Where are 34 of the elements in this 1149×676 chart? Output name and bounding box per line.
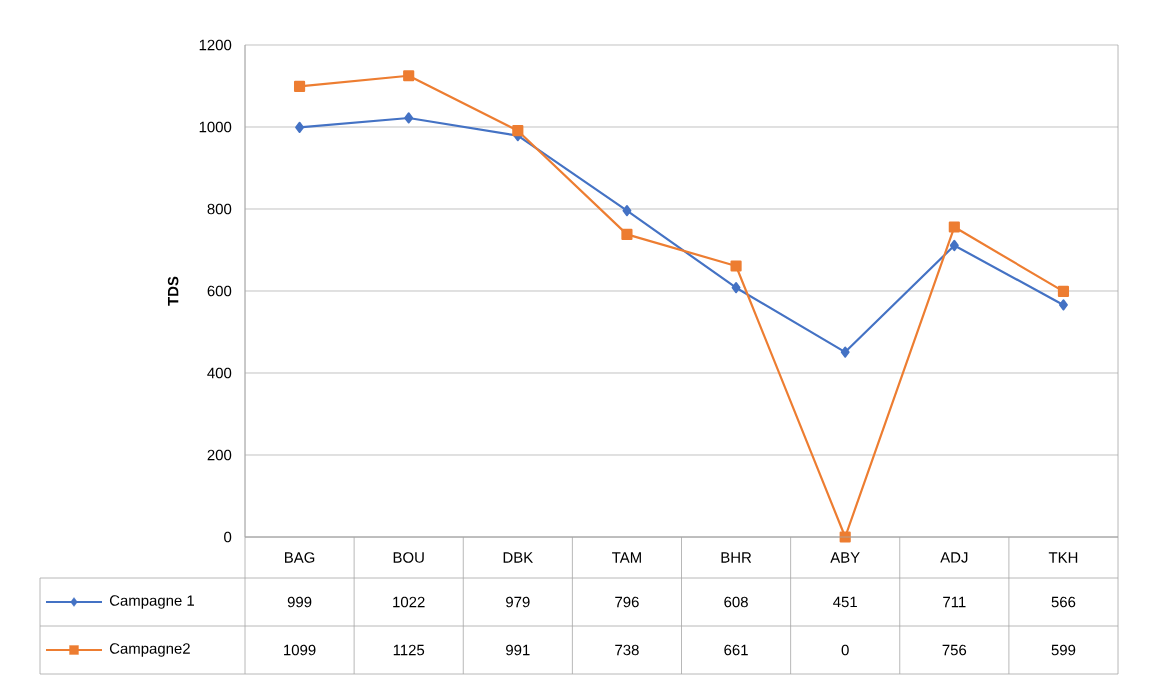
data-label: 608 <box>724 596 748 608</box>
y-axis-title: TDS <box>167 276 179 306</box>
data-label: 0 <box>841 644 849 656</box>
data-label: 711 <box>943 596 966 608</box>
data-label: 1099 <box>284 644 316 656</box>
x-tick-label: BHR <box>721 552 752 563</box>
x-tick-label: ABY <box>830 552 860 563</box>
legend-label: Campagne2 <box>109 643 190 657</box>
data-label: 661 <box>724 644 748 656</box>
x-tick-label: DBK <box>503 552 534 563</box>
y-tick-label: 800 <box>207 203 232 215</box>
y-tick-label: 1200 <box>199 39 232 51</box>
y-tick-label: 600 <box>207 285 232 297</box>
y-tick-label: 400 <box>207 367 232 379</box>
legend-label: Campagne 1 <box>109 595 194 609</box>
data-label: 796 <box>615 596 639 608</box>
data-label: 999 <box>287 596 312 608</box>
data-label: 1022 <box>393 596 425 608</box>
y-tick-label: 0 <box>224 531 232 543</box>
data-label: 738 <box>615 644 639 656</box>
y-tick-label: 1000 <box>199 121 232 133</box>
data-label: 979 <box>506 596 530 608</box>
x-tick-label: TAM <box>612 552 641 563</box>
y-tick-label: 200 <box>207 449 232 461</box>
data-label: 756 <box>942 644 967 656</box>
x-tick-label: TKH <box>1048 552 1078 563</box>
data-label: 451 <box>833 596 857 608</box>
data-label: 566 <box>1051 596 1076 608</box>
x-tick-label: ADJ <box>940 552 968 563</box>
data-label: 991 <box>506 644 530 656</box>
x-tick-label: BAG <box>285 552 315 563</box>
x-tick-label: BOU <box>393 552 424 563</box>
data-label: 599 <box>1051 644 1076 656</box>
data-label: 1125 <box>393 644 425 656</box>
